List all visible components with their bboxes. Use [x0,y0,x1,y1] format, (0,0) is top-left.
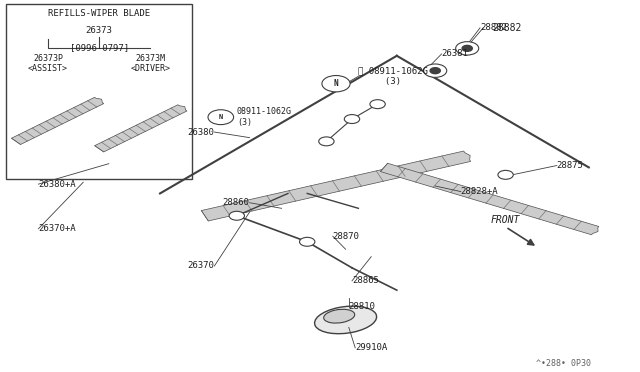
Text: 29910A: 29910A [355,343,387,352]
Text: 08911-1062G
(3): 08911-1062G (3) [237,108,292,127]
Text: 28865: 28865 [352,276,379,285]
Text: 26373P
<ASSIST>: 26373P <ASSIST> [28,54,68,73]
Text: N: N [219,114,223,120]
Text: ^•288• 0P30: ^•288• 0P30 [536,359,591,368]
Circle shape [498,170,513,179]
Circle shape [456,42,479,55]
Circle shape [208,110,234,125]
Text: 26370: 26370 [188,262,214,270]
Circle shape [322,76,350,92]
Text: ⓝ 08911-1062G
     (3): ⓝ 08911-1062G (3) [358,67,428,86]
Text: 26381: 26381 [442,49,468,58]
Text: FRONT: FRONT [491,215,520,225]
Text: 28870: 28870 [333,232,360,241]
Text: 26370+A: 26370+A [38,224,76,233]
Circle shape [344,115,360,124]
Ellipse shape [315,306,376,334]
Text: 28810: 28810 [349,302,376,311]
Circle shape [462,45,472,51]
Text: REFILLS-WIPER BLADE: REFILLS-WIPER BLADE [48,9,150,18]
Text: 28875: 28875 [557,161,584,170]
Circle shape [424,64,447,77]
Circle shape [428,66,443,75]
FancyArrow shape [202,151,470,221]
Circle shape [300,237,315,246]
Text: [0996-0797]: [0996-0797] [70,43,129,52]
Text: 26380: 26380 [188,128,214,137]
FancyArrow shape [12,97,104,144]
Text: 28828+A: 28828+A [461,187,499,196]
FancyBboxPatch shape [6,4,192,179]
Ellipse shape [324,309,355,323]
Text: 26380+A: 26380+A [38,180,76,189]
FancyArrow shape [95,105,187,152]
Circle shape [319,137,334,146]
Text: 28882: 28882 [480,23,507,32]
Circle shape [430,68,440,74]
Text: 28860: 28860 [223,198,250,207]
Circle shape [370,100,385,109]
Text: 26373M
<DRIVER>: 26373M <DRIVER> [131,54,170,73]
Text: 26373: 26373 [86,26,113,35]
Circle shape [229,211,244,220]
Text: N: N [333,79,339,88]
Circle shape [460,44,475,53]
Text: 28882: 28882 [493,23,522,33]
FancyArrow shape [380,163,599,235]
